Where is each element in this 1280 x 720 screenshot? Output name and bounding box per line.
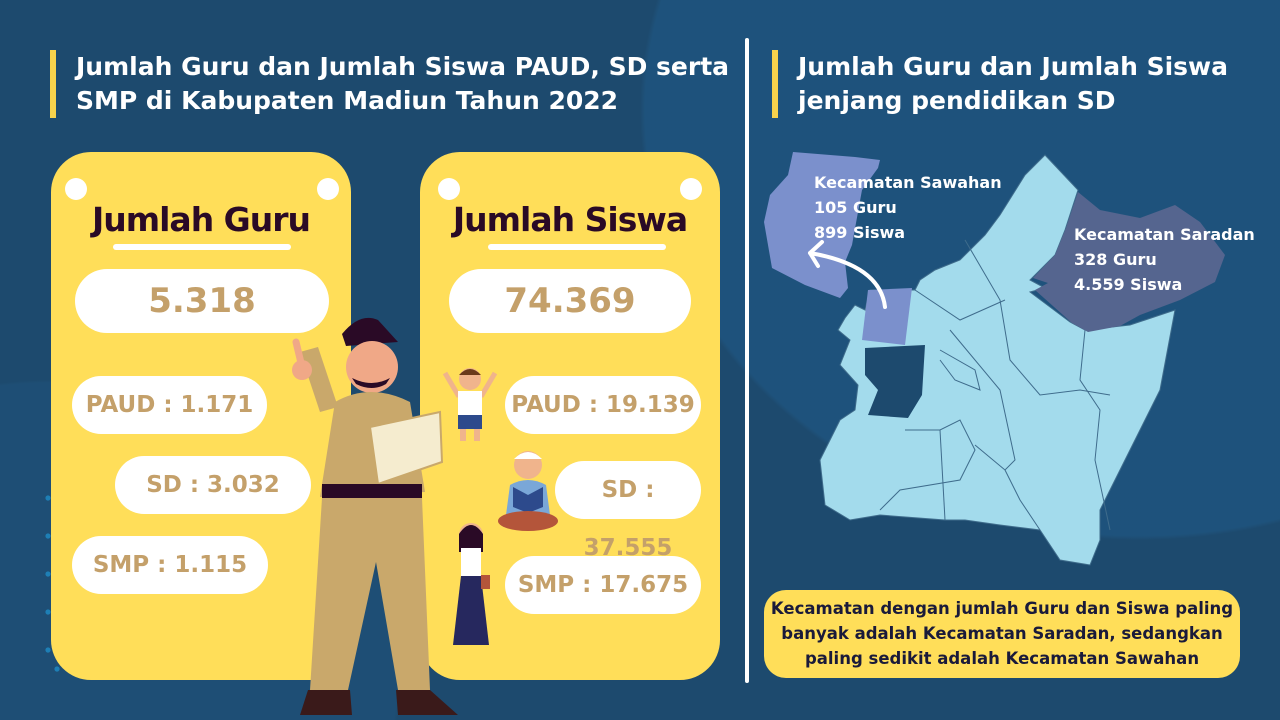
- map-district-other[interactable]: [819, 154, 1176, 566]
- guru-heading: Jumlah Guru: [91, 200, 311, 239]
- dot: [45, 571, 51, 577]
- guru-smp: SMP : 1.115: [72, 536, 268, 594]
- siswa-card: Jumlah Siswa 74.369 PAUD : 19.139 SD : 3…: [420, 152, 720, 680]
- dot: [45, 647, 51, 653]
- note-line: paling sedikit adalah Kecamatan Sawahan: [804, 649, 1200, 668]
- right-title: Jumlah Guru dan Jumlah Siswa jenjang pen…: [772, 50, 1228, 118]
- madiun-map: [764, 152, 1225, 566]
- right-title-line: Jumlah Guru dan Jumlah Siswa: [798, 52, 1229, 81]
- guru-total: 5.318: [75, 269, 329, 333]
- map-district-saradan[interactable]: [1033, 192, 1225, 332]
- student-boy-icon: [442, 368, 498, 441]
- dot: [45, 609, 51, 615]
- saradan-label: Kecamatan Saradan 328 Guru 4.559 Siswa: [1074, 222, 1255, 297]
- map-district-sawahan[interactable]: [764, 152, 880, 298]
- left-title-line: Jumlah Guru dan Jumlah Siswa PAUD, SD se…: [76, 52, 730, 81]
- district-name: Kecamatan Saradan: [1074, 225, 1255, 244]
- card-hole: [317, 178, 339, 200]
- district-name: Kecamatan Sawahan: [814, 173, 1002, 192]
- dot: [45, 495, 51, 501]
- note-line: Kecamatan dengan jumlah Guru dan Siswa p…: [770, 599, 1234, 618]
- arrow-icon: [808, 240, 887, 309]
- siswa-heading: Jumlah Siswa: [452, 200, 688, 239]
- map-dark-area: [865, 345, 925, 418]
- card-hole: [680, 178, 702, 200]
- district-guru: 328 Guru: [1074, 250, 1157, 269]
- left-title: Jumlah Guru dan Jumlah Siswa PAUD, SD se…: [50, 50, 729, 118]
- sawahan-label: Kecamatan Sawahan 105 Guru 899 Siswa: [814, 170, 1002, 245]
- card-hole: [438, 178, 460, 200]
- left-title-line: SMP di Kabupaten Madiun Tahun 2022: [76, 86, 619, 115]
- dot: [45, 533, 51, 539]
- siswa-smp: SMP : 17.675: [505, 556, 701, 614]
- heading-underline: [113, 244, 291, 250]
- district-siswa: 4.559 Siswa: [1074, 275, 1183, 294]
- dot: [54, 666, 60, 672]
- right-title-line: jenjang pendidikan SD: [798, 86, 1116, 115]
- map-boundaries: [879, 239, 1111, 531]
- guru-sd: SD : 3.032: [115, 456, 311, 514]
- divider: [745, 38, 749, 683]
- siswa-sd: SD : 37.555: [555, 461, 701, 561]
- card-hole: [65, 178, 87, 200]
- district-guru: 105 Guru: [814, 198, 897, 217]
- guru-card: Jumlah Guru 5.318 PAUD : 1.171 SD : 3.03…: [51, 152, 351, 680]
- map-district-sawahan[interactable]: [862, 288, 912, 345]
- siswa-total: 74.369: [449, 269, 691, 333]
- conclusion-note: Kecamatan dengan jumlah Guru dan Siswa p…: [764, 590, 1240, 678]
- guru-paud: PAUD : 1.171: [72, 376, 267, 434]
- siswa-paud: PAUD : 19.139: [505, 376, 701, 434]
- teacher-illustration: [292, 317, 458, 715]
- student-reading-icon: [498, 451, 558, 531]
- note-line: banyak adalah Kecamatan Saradan, sedangk…: [781, 624, 1223, 643]
- student-girl-icon: [453, 523, 490, 645]
- heading-underline: [488, 244, 666, 250]
- district-siswa: 899 Siswa: [814, 223, 906, 242]
